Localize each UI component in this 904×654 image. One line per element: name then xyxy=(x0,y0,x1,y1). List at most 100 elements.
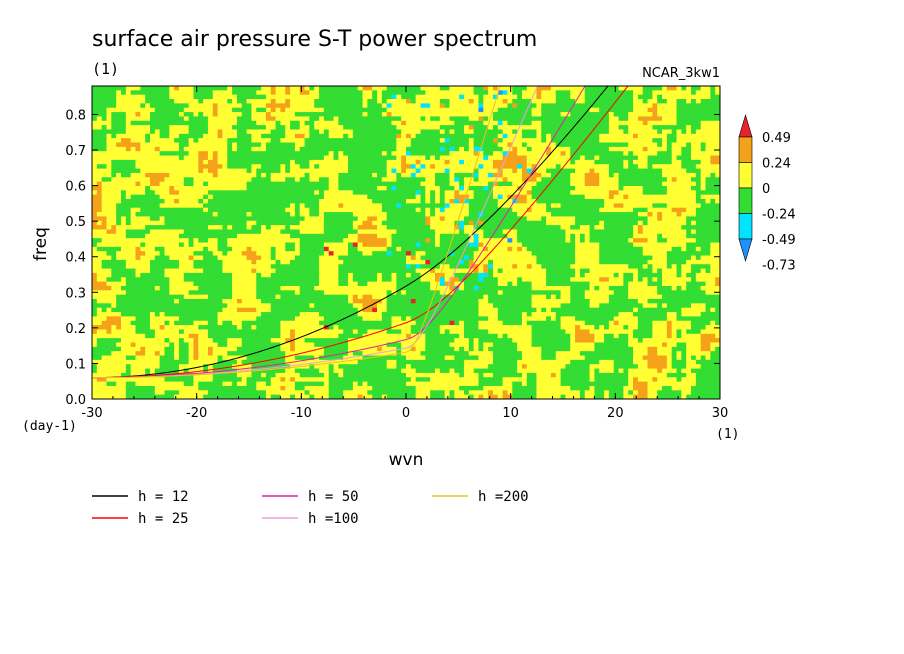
heatmap-cell xyxy=(406,146,412,152)
heatmap-cell xyxy=(319,164,325,170)
heatmap-cell xyxy=(546,225,552,231)
heatmap-cell xyxy=(135,138,141,144)
heatmap-cell xyxy=(290,94,296,100)
heatmap-cell xyxy=(502,99,509,104)
heatmap-cell xyxy=(473,90,480,96)
heatmap-cell xyxy=(676,185,682,191)
heatmap-cell xyxy=(261,181,267,187)
heatmap-cell xyxy=(560,107,567,113)
heatmap-cell xyxy=(222,86,228,91)
heatmap-cell xyxy=(449,90,455,96)
heatmap-cell xyxy=(154,99,161,104)
heatmap-cell xyxy=(637,212,644,218)
heatmap-cell xyxy=(526,120,533,126)
heatmap-cell xyxy=(319,159,325,165)
heatmap-cell xyxy=(546,107,552,113)
heatmap-cell xyxy=(145,151,151,157)
heatmap-cell xyxy=(241,94,248,100)
heatmap-cell xyxy=(174,159,180,165)
heatmap-cell xyxy=(198,216,204,222)
heatmap-cell xyxy=(222,103,228,109)
heatmap-cell xyxy=(304,107,310,113)
heatmap-cell xyxy=(521,86,528,91)
heatmap-cell xyxy=(695,146,702,152)
heatmap-cell xyxy=(285,199,291,204)
heatmap-cell xyxy=(526,90,533,96)
heatmap-cell xyxy=(666,216,673,222)
heatmap-cell xyxy=(256,229,262,235)
heatmap-cell xyxy=(251,220,257,226)
heatmap-cell xyxy=(207,212,214,218)
heatmap-cell xyxy=(246,125,253,131)
heatmap-cell xyxy=(323,194,330,200)
heatmap-cell xyxy=(106,159,112,165)
heatmap-cell xyxy=(275,242,281,248)
heatmap-cell xyxy=(145,216,151,222)
heatmap-cell xyxy=(633,238,639,244)
heatmap-cell xyxy=(256,133,262,139)
heatmap-cell xyxy=(159,181,166,187)
heatmap-cell xyxy=(705,159,711,165)
heatmap-cell xyxy=(594,216,600,222)
heatmap-cell xyxy=(700,146,707,152)
heatmap-cell xyxy=(372,133,378,139)
heatmap-cell xyxy=(251,155,257,161)
heatmap-cell xyxy=(323,181,330,187)
heatmap-cell xyxy=(227,194,233,200)
heatmap-cell xyxy=(241,138,248,144)
heatmap-cell xyxy=(512,242,518,248)
heatmap-cell xyxy=(550,190,557,196)
heatmap-cell xyxy=(101,94,108,100)
heatmap-cell xyxy=(415,168,422,174)
heatmap-cell xyxy=(116,107,122,113)
heatmap-cell xyxy=(633,103,639,109)
heatmap-cell xyxy=(642,103,649,109)
heatmap-cell xyxy=(459,103,465,109)
heatmap-cell xyxy=(439,94,446,100)
heatmap-cell xyxy=(492,86,499,91)
heatmap-cell xyxy=(430,116,436,122)
heatmap-cell xyxy=(222,181,228,187)
heatmap-cell xyxy=(261,199,267,204)
heatmap-cell xyxy=(130,220,137,226)
heatmap-cell xyxy=(319,146,325,152)
heatmap-cell xyxy=(314,233,320,239)
heatmap-cell xyxy=(333,246,339,252)
heatmap-cell xyxy=(328,138,335,144)
heatmap-cell xyxy=(348,138,354,144)
heatmap-cell xyxy=(120,155,127,161)
heatmap-cell xyxy=(362,242,368,248)
heatmap-cell xyxy=(444,220,451,226)
heatmap-cell xyxy=(662,133,668,139)
heatmap-cell xyxy=(676,216,682,222)
heatmap-cell xyxy=(338,129,344,135)
heatmap-cell xyxy=(212,233,219,239)
heatmap-cell xyxy=(463,86,470,91)
heatmap-cell xyxy=(555,233,562,239)
heatmap-cell xyxy=(362,107,368,113)
heatmap-cell xyxy=(497,142,504,148)
heatmap-cell xyxy=(652,155,658,161)
heatmap-cell xyxy=(183,203,190,209)
heatmap-cell xyxy=(193,181,199,187)
heatmap-cell xyxy=(323,233,330,239)
heatmap-cell xyxy=(488,116,494,122)
heatmap-cell xyxy=(628,112,634,118)
heatmap-cell xyxy=(333,181,339,187)
heatmap-cell xyxy=(377,142,383,148)
heatmap-cell xyxy=(125,155,132,161)
heatmap-cell xyxy=(555,133,562,139)
heatmap-cell xyxy=(285,159,291,165)
heatmap-cell xyxy=(285,90,291,96)
heatmap-cell xyxy=(135,229,141,235)
heatmap-cell xyxy=(633,233,639,239)
heatmap-cell xyxy=(333,207,339,213)
heatmap-cell xyxy=(328,155,335,161)
heatmap-cell xyxy=(459,99,465,104)
heatmap-cell xyxy=(106,107,112,113)
heatmap-cell xyxy=(299,242,306,248)
heatmap-cell xyxy=(652,138,658,144)
heatmap-cell xyxy=(488,138,494,144)
heatmap-cell xyxy=(579,133,586,139)
heatmap-cell xyxy=(676,181,682,187)
